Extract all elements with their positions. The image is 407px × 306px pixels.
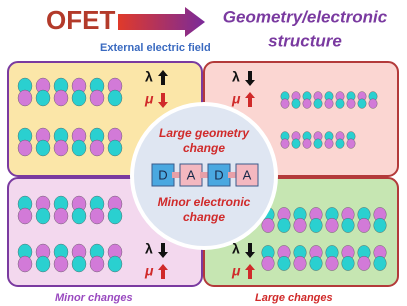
orbital-lobe (374, 218, 387, 232)
center-text: Minor electronic (158, 195, 251, 209)
orbital-lobe (18, 90, 32, 106)
orbital-lobe (54, 90, 68, 106)
field-arrow (118, 7, 205, 37)
orbital-lobe (108, 256, 122, 272)
orbital-lobe (90, 208, 104, 224)
orbital-lobe (54, 256, 68, 272)
orbital-lobe (314, 99, 322, 109)
orbital-lobe (108, 208, 122, 224)
orbital-lobe (303, 99, 311, 109)
orbital-lobe (358, 256, 371, 270)
orbital-lobe (54, 140, 68, 156)
result-line: Geometry/electronic (223, 7, 388, 26)
orbital-lobe (314, 139, 322, 149)
unit-label: D (158, 167, 167, 182)
orbital-lobe (72, 90, 86, 106)
orbital-lobe (325, 139, 333, 149)
orbital-lobe (72, 256, 86, 272)
result-line: structure (268, 31, 342, 50)
orbital-lobe (336, 99, 344, 109)
unit-label: A (187, 167, 196, 182)
orbital-lobe (36, 256, 50, 272)
orbital-lobe (90, 256, 104, 272)
unit-label: A (243, 167, 252, 182)
orbital-lobe (281, 99, 289, 109)
center-text: change (183, 210, 225, 224)
orbital-lobe (342, 218, 355, 232)
orbital-lobe (294, 256, 307, 270)
orbital-lobe (18, 208, 32, 224)
orbital-lobe (326, 218, 339, 232)
orbital-lobe (281, 139, 289, 149)
orbital-lobe (303, 139, 311, 149)
linker (200, 172, 208, 178)
orbital-lobe (18, 140, 32, 156)
orbital-lobe (36, 208, 50, 224)
orbital-lobe (278, 256, 291, 270)
orbital-lobe (294, 218, 307, 232)
orbital-lobe (369, 99, 377, 109)
orbital-lobe (336, 139, 344, 149)
orbital-lobe (310, 218, 323, 232)
mu: μ (231, 91, 241, 107)
orbital-lobe (54, 208, 68, 224)
orbital-lobe (90, 90, 104, 106)
orbital-lobe (108, 140, 122, 156)
orbital-lobe (358, 218, 371, 232)
title: OFET (46, 5, 115, 35)
orbital-lobe (72, 208, 86, 224)
graphical-abstract: OFET External electric field Geometry/el… (0, 0, 407, 306)
orbital-lobe (108, 90, 122, 106)
orbital-lobe (325, 99, 333, 109)
orbital-lobe (374, 256, 387, 270)
linker (172, 172, 180, 178)
orbital-lobe (347, 99, 355, 109)
mu: μ (144, 91, 154, 107)
lambda: λ (232, 69, 240, 85)
center-text: Large geometry (159, 126, 250, 140)
orbital-lobe (36, 140, 50, 156)
orbital-lobe (262, 218, 275, 232)
orbital-lobe (310, 256, 323, 270)
caption: Minor changes (55, 292, 133, 304)
linker (228, 172, 236, 178)
orbital-lobe (292, 139, 300, 149)
orbital-lobe (326, 256, 339, 270)
orbital-lobe (278, 218, 291, 232)
mu: μ (144, 263, 154, 279)
lambda: λ (232, 241, 240, 257)
lambda: λ (145, 69, 153, 85)
orbital-lobe (292, 99, 300, 109)
mu: μ (231, 263, 241, 279)
orbital-lobe (18, 256, 32, 272)
orbital-lobe (72, 140, 86, 156)
unit-label: D (214, 167, 223, 182)
orbital-lobe (342, 256, 355, 270)
arrow-label: External electric field (100, 42, 211, 54)
caption: Large changes (255, 292, 333, 304)
orbital-lobe (90, 140, 104, 156)
orbital-lobe (262, 256, 275, 270)
orbital-lobe (347, 139, 355, 149)
center-text: change (183, 141, 225, 155)
orbital-lobe (36, 90, 50, 106)
lambda: λ (145, 241, 153, 257)
orbital-lobe (358, 99, 366, 109)
